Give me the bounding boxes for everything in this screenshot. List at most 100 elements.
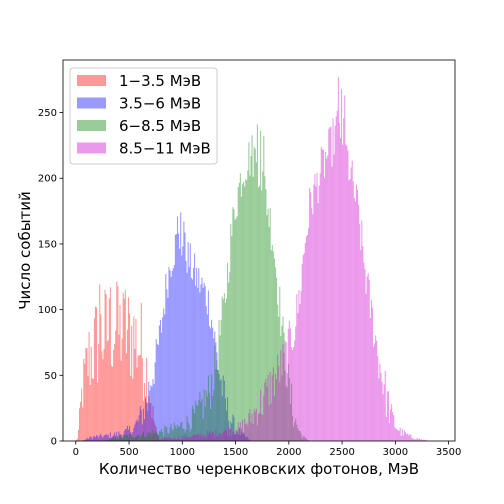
histogram-bar: [108, 439, 110, 441]
histogram-bar: [174, 234, 176, 441]
histogram-bar: [121, 437, 123, 441]
histogram-bar: [224, 398, 226, 441]
histogram-bar: [84, 363, 86, 441]
histogram-bar: [122, 437, 124, 441]
histogram-bar: [137, 435, 139, 441]
histogram-bar: [162, 432, 164, 441]
histogram-bar: [138, 434, 140, 441]
histogram-bar: [114, 432, 116, 441]
histogram-bar: [85, 348, 87, 441]
histogram-bar: [180, 439, 182, 441]
histogram-bar: [220, 379, 222, 441]
y-tick-label: 150: [38, 239, 57, 250]
histogram-bar: [247, 170, 249, 441]
histogram-bar: [185, 434, 187, 441]
histogram-bar: [228, 420, 230, 441]
histogram-bar: [229, 272, 231, 441]
histogram-bar: [105, 294, 107, 441]
histogram-bar: [142, 408, 144, 441]
histogram-bar: [423, 439, 425, 441]
histogram-bar: [225, 410, 228, 441]
histogram-bar: [155, 339, 157, 441]
histogram-bar: [239, 422, 241, 441]
histogram-bar: [187, 242, 189, 441]
histogram-bar: [208, 431, 210, 441]
histogram-bar: [179, 438, 181, 441]
histogram-bar: [241, 433, 244, 441]
histogram-bar: [198, 400, 200, 441]
histogram-bar: [238, 428, 240, 441]
histogram-bar: [133, 427, 135, 441]
histogram-bar: [119, 435, 121, 441]
histogram-bar: [133, 316, 135, 441]
histogram-bar: [189, 431, 191, 441]
histogram-bar: [159, 320, 161, 441]
histogram-bar: [308, 227, 310, 441]
histogram-bar: [288, 320, 290, 441]
histogram-bar: [263, 136, 265, 441]
histogram-bar: [115, 435, 117, 441]
histogram-bar: [188, 424, 190, 441]
histogram-bar: [168, 437, 170, 441]
histogram-bar: [92, 436, 94, 441]
histogram-bar: [173, 436, 175, 441]
histogram-bar: [247, 437, 249, 441]
histogram-bar: [91, 378, 93, 441]
histogram-bar: [109, 439, 111, 441]
histogram-bar: [323, 177, 326, 441]
histogram-bar: [206, 430, 208, 441]
histogram-bar: [238, 427, 240, 441]
histogram-bar: [157, 439, 159, 441]
histogram-bar: [268, 405, 270, 441]
histogram-bar: [195, 285, 197, 441]
histogram-bar: [274, 267, 277, 441]
histogram-bar: [91, 439, 93, 441]
histogram-bar: [75, 439, 77, 441]
histogram-bar: [108, 437, 110, 441]
histogram-bar: [89, 436, 91, 441]
histogram-bar: [173, 265, 175, 441]
histogram-bar: [118, 431, 120, 441]
histogram-bar: [121, 437, 123, 441]
histogram-bar: [123, 430, 125, 441]
histogram-bar: [131, 325, 133, 441]
histogram-bar: [253, 409, 255, 441]
histogram-bar: [309, 187, 311, 441]
histogram-bar: [211, 374, 213, 441]
histogram-bar: [82, 407, 84, 441]
histogram-bar: [420, 439, 422, 441]
histogram-bar: [165, 427, 167, 441]
histogram-bar: [117, 285, 119, 441]
histogram-bar: [155, 431, 157, 441]
histogram-bar: [140, 435, 142, 441]
histogram-bar: [216, 435, 218, 441]
histogram-bar: [337, 77, 339, 441]
histogram-bar: [165, 274, 167, 441]
histogram-bar: [90, 346, 92, 441]
histogram-bar: [236, 431, 238, 441]
histogram-bar: [285, 386, 287, 441]
histogram-bar: [412, 438, 414, 441]
histogram-bar: [191, 405, 193, 441]
histogram-bar: [208, 326, 210, 441]
histogram-bar: [120, 434, 122, 441]
histogram-bar: [240, 428, 242, 441]
x-tick-label: 1000: [170, 447, 195, 458]
histogram-bar: [218, 374, 220, 441]
histogram-bar: [214, 437, 216, 441]
histogram-bar: [386, 391, 388, 441]
histogram-bar: [153, 420, 155, 441]
histogram-bar: [327, 155, 329, 442]
histogram-bar: [253, 146, 255, 441]
histogram-bar: [99, 434, 101, 441]
histogram-bar: [94, 306, 97, 441]
histogram-bar: [139, 355, 141, 441]
histogram-bar: [206, 314, 208, 441]
histogram-bar: [118, 334, 120, 441]
histogram-bar: [297, 313, 299, 441]
histogram-bar: [175, 439, 177, 441]
histogram-bar: [145, 437, 147, 441]
histogram-bar: [124, 434, 126, 441]
histogram-bar: [367, 273, 369, 441]
histogram-bar: [234, 434, 236, 441]
